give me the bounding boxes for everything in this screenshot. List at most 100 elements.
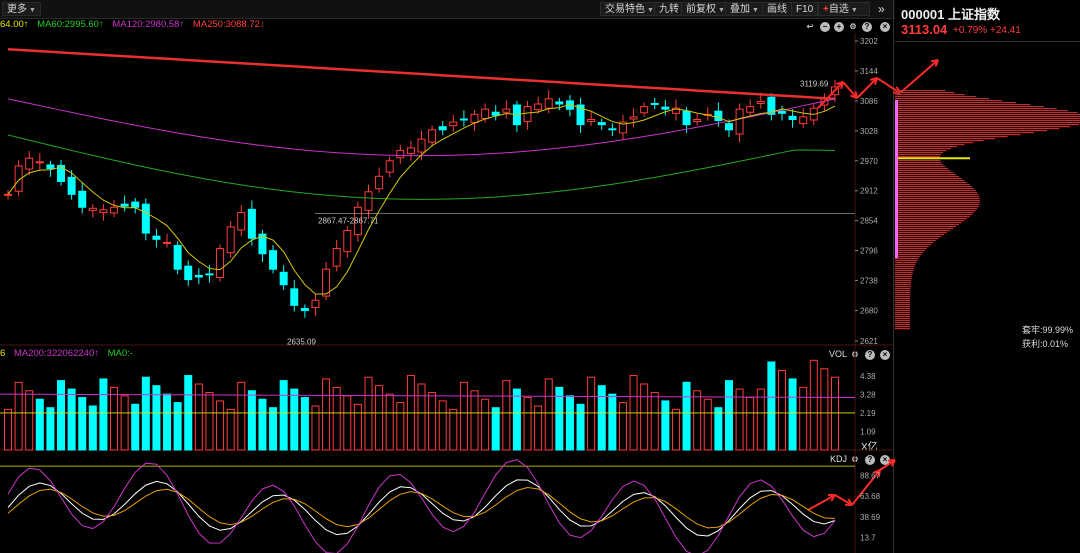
- chip-bar: [895, 148, 951, 150]
- zoom-out-icon[interactable]: −: [820, 22, 830, 32]
- chip-bar: [895, 108, 1057, 110]
- nine-turn-label: 九转: [659, 4, 679, 15]
- red-arrow: [856, 77, 878, 99]
- volume-bar: [587, 376, 596, 451]
- chip-bar: [895, 160, 941, 162]
- candle-body: [650, 102, 659, 105]
- chip-bar: [895, 300, 911, 302]
- volume-bar: [141, 376, 150, 451]
- help-icon[interactable]: ?: [862, 22, 872, 32]
- chevron-down-icon: ▼: [29, 7, 36, 14]
- volume-bar: [226, 408, 235, 451]
- vol-tick-label: 2.19: [860, 409, 876, 418]
- volume-bar: [703, 398, 712, 451]
- nine-turn-button[interactable]: 九转: [654, 2, 684, 16]
- volume-bar: [809, 359, 818, 451]
- stock-pct: +0.79%: [953, 25, 988, 36]
- f10-button[interactable]: F10: [791, 2, 819, 16]
- chip-bar: [895, 262, 917, 264]
- candle-body: [396, 149, 405, 159]
- volume-bar: [110, 386, 119, 451]
- toolbar: 更多 ▼ 交易特色 ▼ 九转 前复权 ▼ 叠加 ▼ 画线 F10 +自选 ▼ »: [0, 0, 895, 19]
- more-button[interactable]: 更多 ▼: [2, 2, 41, 16]
- candle-body: [364, 191, 373, 211]
- candle-body: [608, 128, 617, 131]
- watchlist-button[interactable]: +自选 ▼: [818, 2, 870, 16]
- volume-bar: [820, 368, 829, 451]
- volume-bar: [671, 408, 680, 451]
- volume-bar: [364, 376, 373, 451]
- chip-bar: [895, 224, 959, 226]
- chip-bar: [895, 164, 944, 166]
- candle-body: [682, 110, 691, 126]
- chip-bar: [895, 138, 996, 140]
- red-arrow: [842, 81, 858, 99]
- help-icon[interactable]: ?: [865, 455, 875, 465]
- stock-price: 3113.04: [901, 22, 948, 37]
- vol-tick-label: 4.38: [860, 372, 876, 381]
- volume-bar: [163, 393, 172, 451]
- candle-body: [724, 123, 733, 131]
- chip-bar: [895, 252, 923, 254]
- low-annotation: 2635.09: [287, 337, 316, 346]
- candle-body: [788, 115, 797, 120]
- y-tick-label: 2621: [860, 337, 878, 346]
- volume-bar: [343, 395, 352, 451]
- chip-bar: [895, 260, 918, 262]
- candle-body: [131, 201, 140, 208]
- volume-bar: [799, 386, 808, 451]
- chip-bar: [895, 94, 965, 96]
- close-icon[interactable]: ×: [880, 455, 890, 465]
- chip-bar: [895, 268, 914, 270]
- chip-bar: [895, 184, 970, 186]
- volume-bar: [332, 386, 341, 451]
- candle-body: [173, 244, 182, 270]
- volume-bar: [216, 400, 225, 451]
- candle-body: [258, 233, 267, 255]
- vol-tick-label: 3.28: [860, 390, 876, 399]
- close-icon[interactable]: ×: [880, 22, 890, 32]
- volume-bar: [661, 400, 670, 451]
- expand-icon[interactable]: »: [878, 2, 885, 16]
- candle-body: [226, 226, 235, 254]
- high-annotation: 3119.69: [800, 80, 829, 89]
- chip-bar: [895, 162, 942, 164]
- volume-bar: [375, 385, 384, 451]
- help-icon[interactable]: ?: [865, 350, 875, 360]
- red-arrow-head: [844, 498, 853, 506]
- chip-bar: [895, 202, 980, 204]
- close-icon[interactable]: ×: [880, 350, 890, 360]
- y-tick-label: 2738: [860, 277, 878, 286]
- zoom-in-icon[interactable]: +: [834, 22, 844, 32]
- gear-icon[interactable]: ⚙: [849, 22, 857, 31]
- candle-body: [237, 211, 246, 231]
- volume-bar: [131, 403, 140, 451]
- chip-bar: [895, 216, 970, 218]
- candle-body: [163, 241, 172, 244]
- candle-body: [35, 161, 44, 164]
- chevron-down-icon: ▼: [647, 7, 654, 14]
- candle-body: [120, 203, 129, 207]
- chip-bar: [895, 256, 920, 258]
- volume-bar: [353, 403, 362, 451]
- volume-bar: [735, 388, 744, 451]
- chip-bar: [895, 118, 1080, 120]
- chip-bar: [895, 238, 939, 240]
- chip-bar: [895, 134, 1021, 136]
- candle-body: [777, 110, 786, 114]
- candle-body: [110, 206, 119, 214]
- chip-bar: [895, 212, 974, 214]
- chip-bar: [895, 270, 914, 272]
- draw-line-button[interactable]: 画线: [762, 2, 792, 16]
- return-icon[interactable]: ↩: [806, 22, 814, 31]
- y-tick-label: 2912: [860, 187, 878, 196]
- chip-bar: [895, 274, 913, 276]
- overlay-button[interactable]: 叠加 ▼: [725, 2, 764, 16]
- candle-body: [587, 118, 596, 123]
- chip-bar: [895, 306, 911, 308]
- candle-body: [428, 129, 437, 143]
- candle-body: [470, 113, 479, 124]
- chip-bar: [895, 230, 950, 232]
- trade-feature-button[interactable]: 交易特色 ▼: [600, 2, 659, 16]
